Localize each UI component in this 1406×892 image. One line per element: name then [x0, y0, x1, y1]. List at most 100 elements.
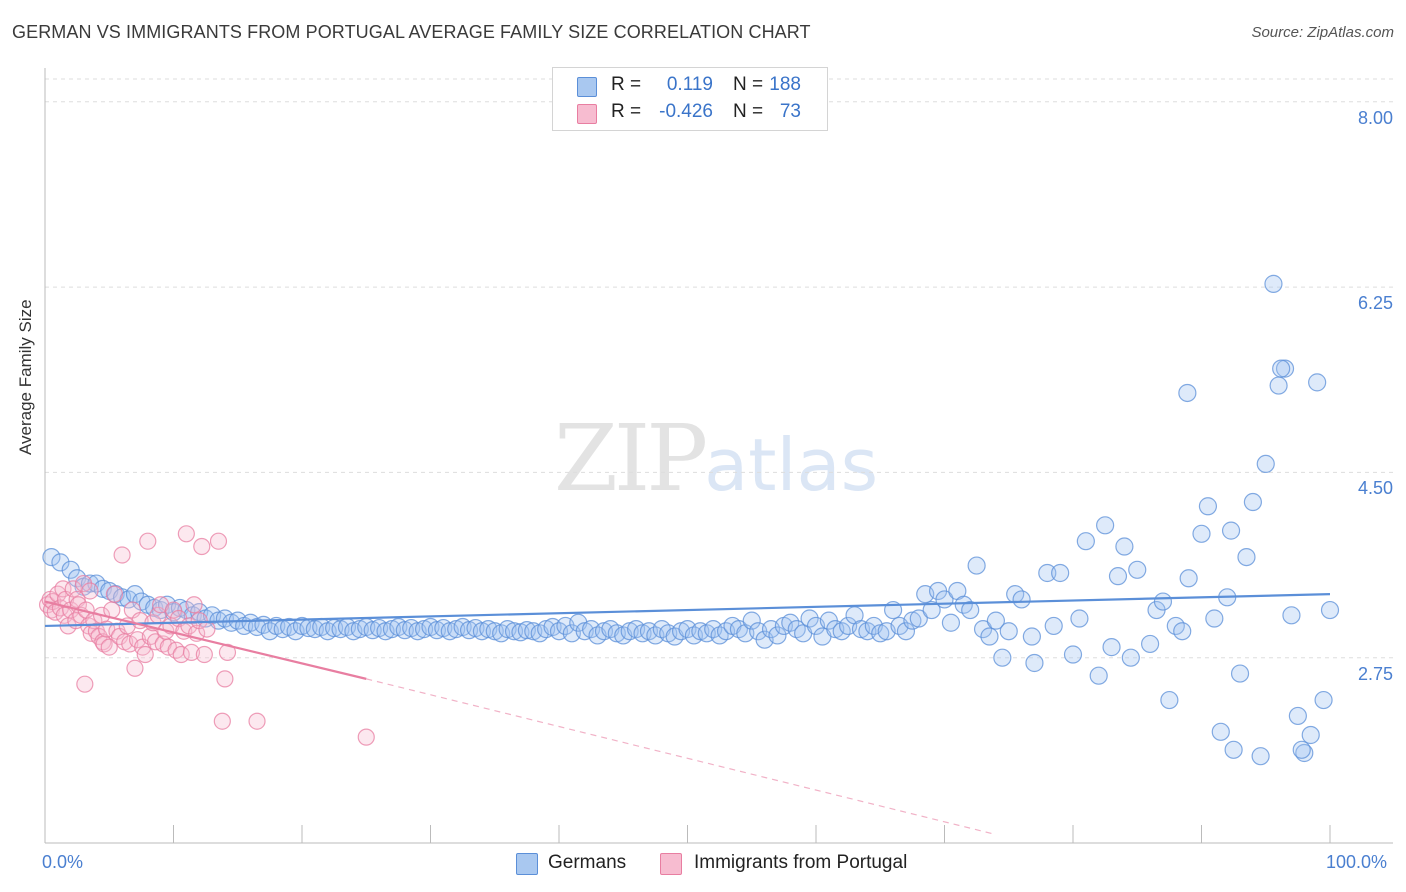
data-point — [1173, 622, 1192, 641]
legend-n-label: N = — [733, 101, 764, 122]
data-point — [1070, 609, 1089, 628]
data-point — [1269, 376, 1288, 395]
legend-row-portugal: R = -0.426 N = 73 — [553, 101, 827, 127]
data-point — [139, 532, 157, 550]
data-point — [980, 627, 999, 646]
data-point — [1308, 373, 1327, 392]
legend-r-value: 0.119 — [666, 74, 713, 95]
data-point — [185, 596, 203, 614]
data-point — [76, 675, 94, 693]
data-point — [177, 525, 195, 543]
legend-r-label: R = — [611, 101, 642, 122]
legend-swatch-germans — [577, 77, 597, 97]
data-point — [1038, 563, 1057, 583]
data-point — [1192, 524, 1211, 543]
data-point — [95, 635, 113, 653]
data-point — [357, 728, 375, 746]
data-point — [1264, 274, 1283, 293]
y-tick-label: 2.75 — [1357, 663, 1393, 684]
watermark-atlas: atlas — [704, 423, 879, 507]
data-point — [1205, 609, 1224, 628]
data-point — [1160, 690, 1179, 710]
legend-r-label: R = — [611, 74, 642, 95]
data-point — [742, 611, 761, 630]
x-tick-label-max: 100.0% — [1326, 852, 1388, 872]
data-point — [1178, 383, 1197, 403]
series-portugal-points — [38, 525, 375, 746]
data-point — [1115, 537, 1134, 556]
data-point — [1025, 653, 1044, 673]
data-point — [198, 620, 216, 638]
series-germans-points — [42, 274, 1340, 766]
data-point — [1295, 743, 1314, 763]
data-point — [1251, 747, 1270, 766]
data-point — [961, 600, 980, 620]
data-point — [1272, 359, 1291, 378]
y-tick-label: 6.25 — [1357, 293, 1393, 314]
data-point — [999, 622, 1018, 641]
data-point — [504, 622, 524, 641]
data-point — [1211, 722, 1230, 741]
correlation-legend: R = 0.119 N = 188 R = -0.426 N = 73 — [552, 67, 828, 131]
data-point — [1108, 567, 1128, 586]
data-point — [1179, 569, 1198, 588]
data-point — [1243, 492, 1263, 512]
legend-r-value: -0.426 — [659, 101, 713, 122]
data-point — [51, 553, 70, 572]
legend-n-value: 73 — [779, 101, 801, 122]
data-point — [195, 645, 213, 664]
data-point — [800, 609, 819, 628]
data-point — [986, 611, 1006, 630]
data-point — [1089, 666, 1108, 685]
x-tick-label-min: 0.0% — [42, 852, 84, 872]
data-point — [1314, 690, 1333, 710]
data-point — [896, 622, 916, 641]
data-point — [1221, 521, 1241, 540]
trend-line-portugal-extension — [366, 678, 997, 836]
data-point — [922, 600, 941, 620]
data-point — [1292, 740, 1311, 759]
data-point — [993, 648, 1012, 667]
data-point — [1275, 359, 1295, 378]
data-point — [42, 547, 61, 567]
chart-title: GERMAN VS IMMIGRANTS FROM PORTUGAL AVERA… — [12, 22, 811, 42]
data-point — [113, 546, 131, 564]
data-point — [182, 643, 201, 661]
legend-label-germans: Germans — [548, 852, 627, 873]
data-point — [1153, 592, 1173, 611]
data-point — [126, 659, 144, 677]
trend-line-portugal — [44, 600, 367, 680]
y-axis-label: Average Family Size — [16, 299, 35, 455]
data-point — [1051, 563, 1070, 583]
data-point — [164, 601, 183, 619]
data-point — [141, 627, 159, 646]
data-point — [248, 712, 266, 730]
legend-swatch-portugal — [660, 853, 682, 875]
data-point — [213, 712, 231, 730]
legend-swatch-germans — [516, 853, 538, 875]
data-point — [1044, 616, 1063, 636]
data-point — [1320, 600, 1340, 620]
legend-n-value: 188 — [769, 74, 801, 95]
data-point — [1198, 497, 1218, 516]
data-point — [1128, 560, 1147, 579]
data-point — [1096, 516, 1115, 535]
data-point — [1022, 627, 1041, 646]
trend-lines — [44, 593, 1331, 836]
data-point — [105, 585, 123, 603]
axes — [44, 68, 1393, 844]
data-point — [1012, 590, 1031, 609]
data-point — [64, 580, 82, 598]
data-point — [216, 670, 234, 688]
data-point — [1230, 664, 1250, 683]
data-point — [909, 609, 928, 628]
data-point — [81, 582, 99, 600]
data-point — [172, 645, 190, 664]
data-point — [1102, 638, 1121, 657]
legend-row-germans: R = 0.119 N = 188 — [553, 74, 827, 100]
watermark: ZIPatlas — [554, 405, 878, 512]
data-point — [152, 596, 170, 614]
y-tick-label: 8.00 — [1357, 107, 1393, 128]
data-point — [941, 613, 961, 632]
